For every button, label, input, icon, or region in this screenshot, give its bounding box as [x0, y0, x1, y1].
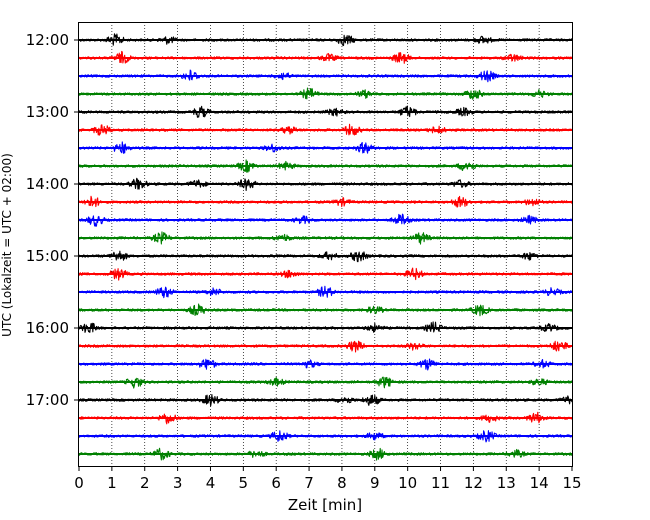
x-tick-label: 3 [173, 474, 183, 492]
y-tick-label: 16:00 [26, 319, 69, 337]
x-tick-label: 11 [431, 474, 450, 492]
y-tick-label: 14:00 [26, 175, 69, 193]
plot-frame [78, 22, 573, 467]
y-axis-title: UTC (Lokalzeit = UTC + 02:00) [0, 153, 14, 337]
x-tick-label: 8 [337, 474, 347, 492]
x-tick-label: 7 [304, 474, 314, 492]
x-tick-label: 0 [74, 474, 84, 492]
y-axis: 12:00 13:00 14:00 15:00 16:00 17:00 [26, 31, 79, 409]
x-axis-title: Zeit [min] [288, 496, 362, 514]
x-tick-label: 10 [398, 474, 417, 492]
x-tick-label: 13 [497, 474, 516, 492]
x-tick-label: 5 [239, 474, 249, 492]
trace-15:30 [78, 285, 573, 299]
x-tick-label: 2 [140, 474, 150, 492]
x-tick-label: 1 [107, 474, 117, 492]
x-tick-label: 12 [464, 474, 483, 492]
trace-rows [78, 33, 573, 461]
x-tick-label: 4 [206, 474, 216, 492]
y-tick-label: 12:00 [26, 31, 69, 49]
x-tick-label: 6 [271, 474, 281, 492]
x-tick-label: 15 [562, 474, 581, 492]
x-axis: 0 1 2 3 4 5 6 7 8 9 10 11 12 13 14 15 [74, 466, 582, 492]
y-tick-label: 15:00 [26, 247, 69, 265]
x-tick-label: 14 [530, 474, 549, 492]
x-grid [111, 22, 540, 466]
x-tick-label: 9 [370, 474, 380, 492]
y-tick-label: 13:00 [26, 103, 69, 121]
y-tick-label: 17:00 [26, 391, 69, 409]
